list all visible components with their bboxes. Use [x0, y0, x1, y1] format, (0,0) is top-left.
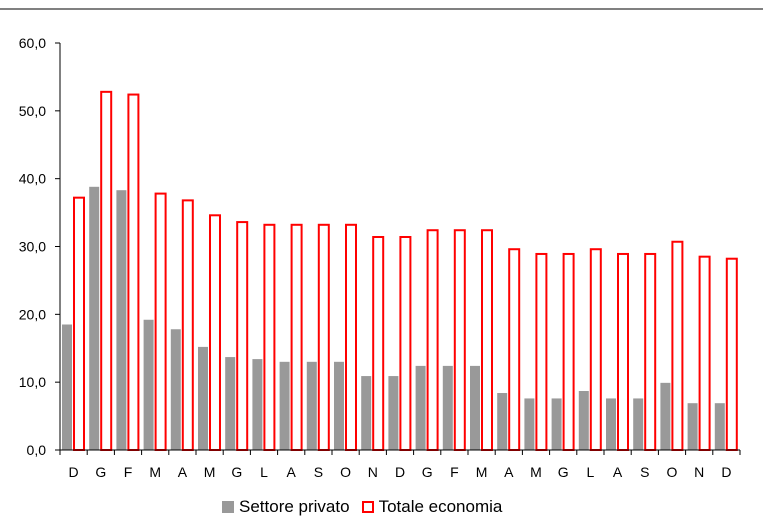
bar-settore-privato	[415, 365, 426, 450]
bar-totale-economia	[562, 252, 575, 451]
bar-totale-economia	[535, 252, 548, 451]
y-tick-label: 60,0	[19, 35, 46, 51]
bar-totale-economia	[617, 252, 629, 451]
bar-settore-privato	[551, 398, 562, 450]
legend-label: Totale economia	[378, 497, 503, 516]
y-tick-label: 50,0	[19, 103, 46, 119]
x-tick-label: G	[231, 464, 242, 480]
bar-settore-privato	[606, 398, 616, 450]
legend-label: Settore privato	[239, 497, 350, 516]
bar-settore-privato	[497, 393, 508, 450]
bar-settore-privato	[89, 186, 100, 450]
bar-totale-economia	[725, 257, 738, 451]
bar-totale-economia	[73, 196, 85, 451]
bar-totale-economia	[290, 223, 303, 451]
x-tick-label: G	[558, 464, 569, 480]
bar-settore-privato	[116, 190, 127, 450]
legend-item-settore-privato: Settore privato	[222, 497, 350, 517]
bar-totale-economia	[426, 229, 439, 451]
y-axis: 0,0 10,0 20,0 30,0 40,0 50,0 60,0	[19, 35, 60, 458]
bar-settore-privato	[714, 403, 725, 450]
y-tick-label: 30,0	[19, 239, 46, 255]
y-tick-label: 40,0	[19, 171, 46, 187]
legend-swatch-grey	[222, 501, 234, 513]
x-tick-label: N	[694, 464, 704, 480]
bar-settore-privato	[143, 319, 154, 450]
bar-totale-economia	[263, 223, 276, 451]
bar-totale-economia	[317, 223, 330, 451]
bar-totale-economia	[508, 248, 521, 451]
x-tick-label: G	[422, 464, 433, 480]
bar-totale-economia	[399, 236, 412, 451]
x-tick-label: A	[613, 464, 623, 480]
x-tick-label: D	[721, 464, 731, 480]
x-tick-label: A	[287, 464, 297, 480]
bar-settore-privato	[198, 346, 208, 450]
x-tick-label: G	[95, 464, 106, 480]
bar-totale-economia	[127, 93, 140, 451]
bar-totale-economia	[181, 199, 194, 451]
bar-totale-economia	[345, 223, 357, 451]
x-tick-label: S	[314, 464, 323, 480]
bar-totale-economia	[236, 221, 249, 451]
y-tick-label: 0,0	[27, 442, 47, 458]
bar-settore-privato	[687, 403, 698, 450]
x-tick-label: A	[504, 464, 514, 480]
bar-settore-privato	[252, 359, 263, 450]
bar-totale-economia	[644, 252, 657, 451]
bar-totale-economia	[698, 255, 711, 451]
bar-settore-privato	[633, 398, 644, 450]
x-tick-label: S	[640, 464, 649, 480]
bar-totale-economia	[453, 229, 466, 451]
bars-group	[62, 90, 738, 451]
bar-totale-economia	[154, 192, 167, 451]
bar-settore-privato	[62, 324, 72, 450]
x-tick-label: O	[667, 464, 678, 480]
x-tick-label: M	[149, 464, 161, 480]
bar-settore-privato	[388, 376, 399, 450]
bar-settore-privato	[306, 361, 317, 450]
bar-totale-economia	[481, 229, 493, 451]
x-tick-label: F	[450, 464, 459, 480]
bar-totale-economia	[100, 90, 113, 451]
bar-totale-economia	[589, 248, 602, 451]
bar-settore-privato	[470, 365, 480, 450]
legend-item-totale-economia: Totale economia	[361, 497, 503, 517]
legend: Settore privato Totale economia	[222, 497, 514, 517]
bar-settore-privato	[225, 357, 236, 450]
bar-settore-privato	[660, 382, 671, 450]
bar-settore-privato	[578, 390, 589, 450]
x-tick-label: L	[587, 464, 595, 480]
x-tick-label: M	[476, 464, 488, 480]
x-tick-label: M	[204, 464, 216, 480]
y-tick-label: 10,0	[19, 374, 46, 390]
x-tick-label: D	[69, 464, 79, 480]
bar-settore-privato	[361, 376, 372, 450]
bar-settore-privato	[442, 365, 453, 450]
x-tick-label: O	[340, 464, 351, 480]
legend-swatch-red	[361, 501, 374, 513]
x-tick-label: D	[395, 464, 405, 480]
y-tick-label: 20,0	[19, 306, 46, 322]
x-tick-label: F	[124, 464, 133, 480]
x-tick-label: L	[260, 464, 268, 480]
bar-totale-economia	[372, 236, 385, 451]
x-tick-label: M	[530, 464, 542, 480]
bar-settore-privato	[170, 329, 181, 450]
bar-settore-privato	[524, 398, 535, 450]
x-tick-label: A	[178, 464, 188, 480]
bar-settore-privato	[279, 361, 290, 450]
x-tick-label: N	[368, 464, 378, 480]
bar-totale-economia	[671, 240, 684, 451]
bar-totale-economia	[209, 214, 221, 451]
bar-settore-privato	[334, 361, 344, 450]
